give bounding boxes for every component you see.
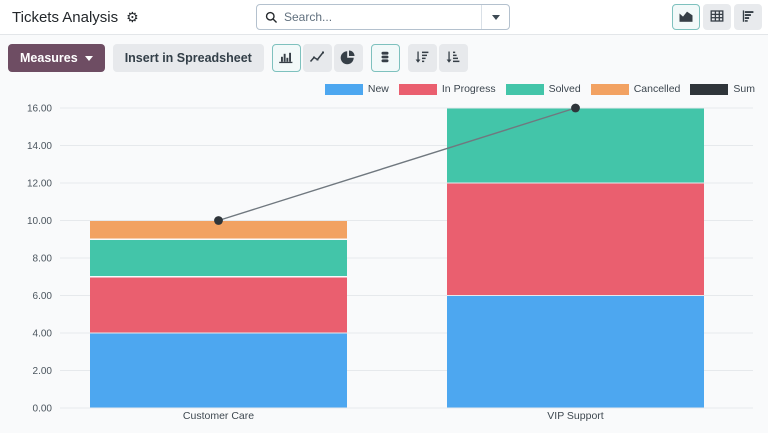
search-bar xyxy=(256,4,510,30)
y-axis-tick: 0.00 xyxy=(33,404,53,415)
sum-point[interactable] xyxy=(214,216,223,225)
bar-segment-new[interactable] xyxy=(447,296,704,408)
bar-segment-in-progress[interactable] xyxy=(90,277,347,333)
y-axis-tick: 2.00 xyxy=(33,366,53,377)
legend-label: New xyxy=(367,83,389,95)
insert-in-spreadsheet-button[interactable]: Insert in Spreadsheet xyxy=(112,44,264,72)
legend-label: Cancelled xyxy=(633,83,681,95)
view-switcher xyxy=(672,4,762,30)
legend-item-new[interactable]: New xyxy=(324,83,389,95)
bar-segment-solved[interactable] xyxy=(447,108,704,183)
x-axis-label: VIP Support xyxy=(547,410,604,422)
chevron-down-icon xyxy=(84,55,93,61)
legend-swatch xyxy=(398,83,437,95)
measures-label: Measures xyxy=(20,51,78,65)
cohort-icon xyxy=(740,8,756,27)
measures-button[interactable]: Measures xyxy=(8,44,105,72)
y-axis-tick: 12.00 xyxy=(27,179,52,190)
y-axis-tick: 4.00 xyxy=(33,329,53,340)
sort-group xyxy=(407,44,468,72)
bar-segment-solved[interactable] xyxy=(90,239,347,277)
graph-view-content: Measures Insert in Spreadsheet xyxy=(0,35,768,433)
sort-descending-icon xyxy=(414,49,430,68)
line-chart-button[interactable] xyxy=(302,44,332,72)
pivot-view-button[interactable] xyxy=(703,4,731,30)
bar-chart-icon xyxy=(278,49,294,68)
graph-view-button[interactable] xyxy=(672,4,700,30)
legend-swatch xyxy=(324,83,363,95)
control-panel: Tickets Analysis ⚙ xyxy=(0,0,768,35)
stacked-toggle-group xyxy=(370,44,400,72)
pie-chart-icon xyxy=(340,49,356,68)
legend-label: Solved xyxy=(548,83,581,95)
legend-item-in-progress[interactable]: In Progress xyxy=(398,83,496,95)
chart-type-group xyxy=(271,44,363,72)
y-axis-tick: 16.00 xyxy=(27,104,52,115)
y-axis-tick: 14.00 xyxy=(27,141,52,152)
legend-label: Sum xyxy=(733,83,755,95)
bar-segment-cancelled[interactable] xyxy=(90,221,347,239)
bar-chart-button[interactable] xyxy=(271,44,301,72)
sum-point[interactable] xyxy=(571,103,580,113)
cohort-view-button[interactable] xyxy=(734,4,762,30)
chart-canvas[interactable]: 0.00 2.00 4.00 6.00 8.00 10.00 12.00 14.00 16.00… xyxy=(0,78,768,433)
sum-line xyxy=(218,107,576,222)
y-axis-tick: 6.00 xyxy=(33,291,53,302)
bar-segment-in-progress[interactable] xyxy=(447,183,704,295)
legend-label: In Progress xyxy=(441,83,496,95)
graph-toolbar: Measures Insert in Spreadsheet xyxy=(8,44,468,72)
y-axis-tick: 10.00 xyxy=(27,216,52,227)
legend-item-solved[interactable]: Solved xyxy=(505,83,581,95)
search-input[interactable] xyxy=(282,9,481,25)
bar-segment-new[interactable] xyxy=(90,333,347,408)
line-chart-icon xyxy=(309,49,325,68)
search-icon xyxy=(265,11,278,24)
legend-swatch xyxy=(690,83,729,95)
legend-swatch xyxy=(590,83,629,95)
chevron-down-icon xyxy=(491,14,500,20)
pie-chart-button[interactable] xyxy=(333,44,363,72)
page-title: Tickets Analysis xyxy=(12,8,119,26)
legend-item-cancelled[interactable]: Cancelled xyxy=(590,83,681,95)
stacked-button[interactable] xyxy=(370,44,400,72)
search-dropdown-toggle[interactable] xyxy=(481,5,509,29)
chart: New In Progress Solved Cancelled Sum 0.00 2.0… xyxy=(0,78,768,433)
gear-icon[interactable]: ⚙ xyxy=(126,9,139,25)
sort-ascending-button[interactable] xyxy=(438,44,468,72)
legend-swatch xyxy=(505,83,544,95)
sort-descending-button[interactable] xyxy=(407,44,437,72)
stacked-icon xyxy=(377,49,393,68)
pivot-table-icon xyxy=(709,8,725,27)
legend-item-sum[interactable]: Sum xyxy=(690,83,755,95)
y-axis-tick: 8.00 xyxy=(33,254,53,265)
sort-ascending-icon xyxy=(445,49,461,68)
area-chart-icon xyxy=(678,8,694,27)
breadcrumb: Tickets Analysis ⚙ xyxy=(12,0,139,34)
chart-legend: New In Progress Solved Cancelled Sum xyxy=(324,83,755,95)
x-axis-label: Customer Care xyxy=(183,410,254,422)
